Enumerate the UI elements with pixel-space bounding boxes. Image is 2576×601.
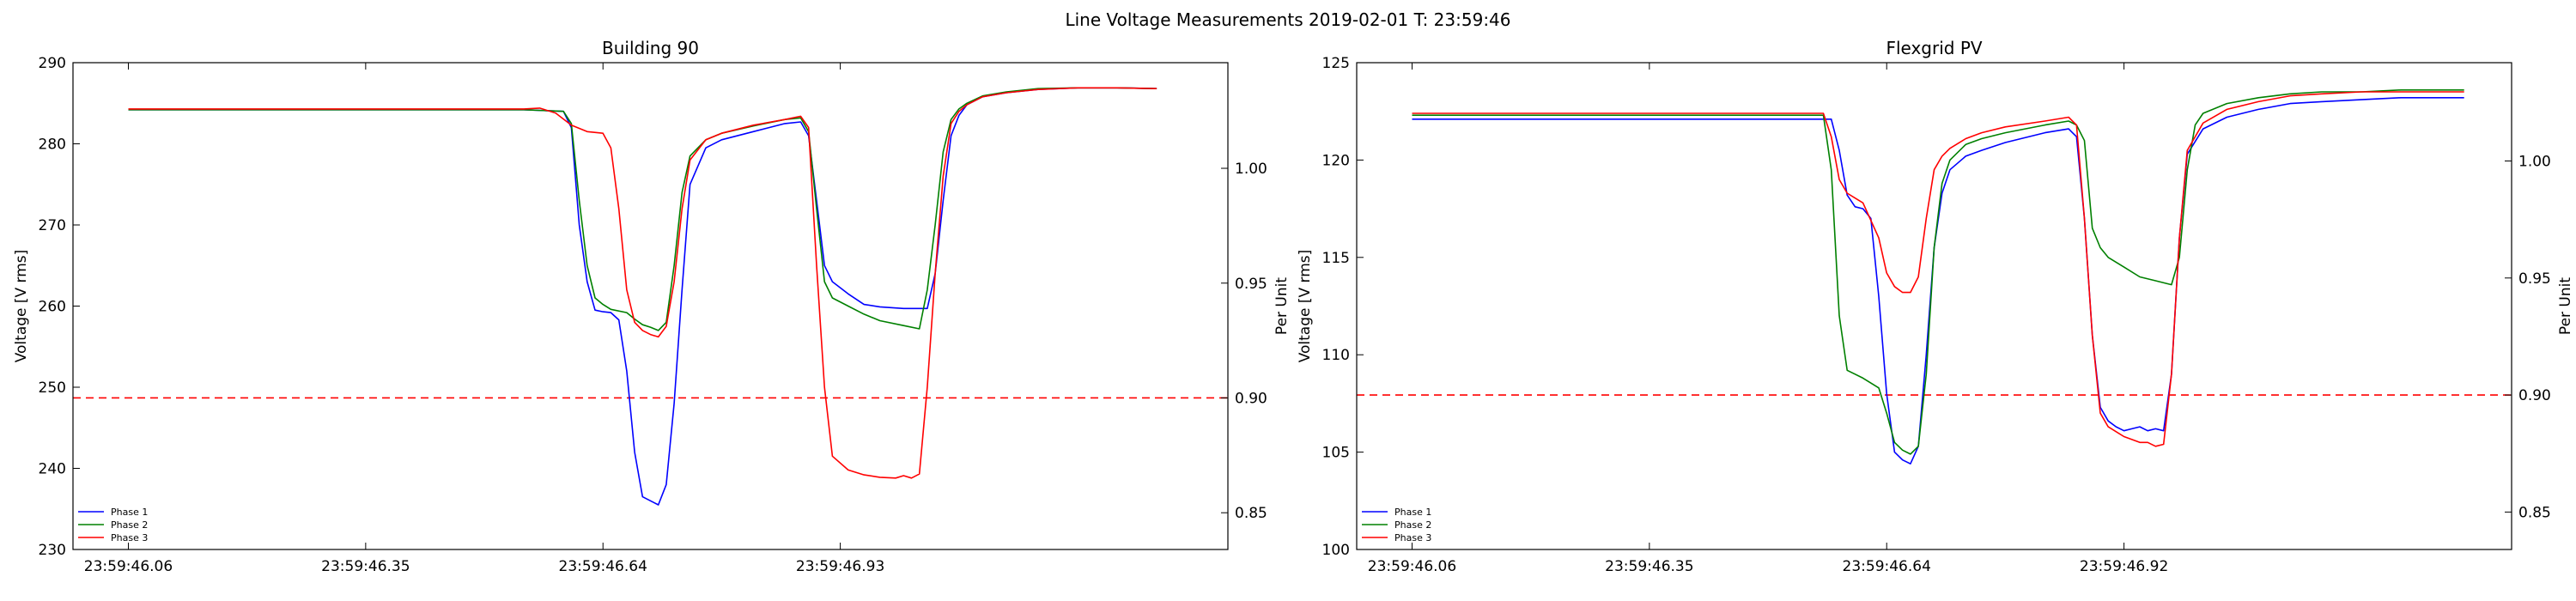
building-90-ytick-label: 230 — [39, 542, 66, 559]
flexgrid-pv-series-phase-3 — [1412, 91, 2464, 447]
building-90-ytick-label: 270 — [39, 217, 66, 234]
flexgrid-pv-panel: Flexgrid PV 100 105 110 115 120 125 0.85 0.90 0.9… — [1297, 38, 2574, 575]
flexgrid-pv-legend-label-phase-1: Phase 1 — [1394, 507, 1431, 518]
flexgrid-pv-xtick-label: 23:59:46.35 — [1605, 558, 1693, 575]
flexgrid-pv-legend-label-phase-3: Phase 3 — [1394, 532, 1431, 543]
building-90-series-phase-2 — [128, 87, 1157, 331]
flexgrid-pv-series-phase-2 — [1412, 89, 2464, 455]
flexgrid-pv-y2tick-label: 0.85 — [2518, 504, 2551, 521]
flexgrid-pv-y2tick-label: 0.90 — [2518, 387, 2551, 404]
building-90-xtick-label: 23:59:46.64 — [559, 558, 647, 575]
building-90-legend-label-phase-1: Phase 1 — [111, 507, 148, 518]
building-90-panel: Building 90 230 240 250 260 270 280 290 0.85 0.90… — [13, 38, 1291, 575]
flexgrid-pv-ytick-label: 100 — [1322, 542, 1350, 559]
building-90-y2tick-label: 0.85 — [1235, 505, 1267, 522]
building-90-ytick-label: 290 — [39, 55, 66, 72]
flexgrid-pv-plot-frame — [1356, 62, 2512, 550]
building-90-series-phase-1 — [128, 87, 1157, 506]
flexgrid-pv-ytick-label: 120 — [1322, 152, 1350, 169]
flexgrid-pv-xtick-label: 23:59:46.92 — [2080, 558, 2168, 575]
flexgrid-pv-y2label: Per Unit — [2557, 277, 2574, 335]
building-90-xtick-label: 23:59:46.06 — [84, 558, 173, 575]
flexgrid-pv-ytick-label: 105 — [1322, 445, 1350, 462]
flexgrid-pv-legend-label-phase-2: Phase 2 — [1394, 519, 1431, 531]
building-90-plot-frame — [72, 62, 1229, 550]
flexgrid-pv-ytick-label: 115 — [1322, 250, 1350, 267]
building-90-legend-label-phase-2: Phase 2 — [111, 519, 148, 531]
building-90-y2label: Per Unit — [1273, 277, 1291, 335]
flexgrid-pv-ytick-label: 125 — [1322, 55, 1350, 72]
building-90-title: Building 90 — [602, 38, 699, 58]
building-90-ylabel: Voltage [V rms] — [13, 250, 30, 363]
building-90-ytick-label: 280 — [39, 137, 66, 154]
building-90-y2tick-label: 0.95 — [1235, 276, 1267, 293]
flexgrid-pv-y2tick-label: 0.95 — [2518, 270, 2551, 288]
flexgrid-pv-xtick-label: 23:59:46.64 — [1843, 558, 1931, 575]
building-90-ytick-label: 260 — [39, 299, 66, 316]
flexgrid-pv-y2tick-label: 1.00 — [2518, 153, 2551, 170]
flexgrid-pv-ytick-label: 110 — [1322, 347, 1350, 364]
building-90-ytick-label: 250 — [39, 379, 66, 397]
building-90-ytick-label: 240 — [39, 461, 66, 478]
building-90-y2tick-label: 1.00 — [1235, 161, 1267, 178]
figure-title: Line Voltage Measurements 2019-02-01 T: … — [1065, 9, 1510, 30]
building-90-xtick-label: 23:59:46.93 — [796, 558, 884, 575]
building-90-legend-label-phase-3: Phase 3 — [111, 532, 148, 543]
building-90-series-phase-3 — [128, 87, 1157, 479]
building-90-xtick-label: 23:59:46.35 — [321, 558, 410, 575]
building-90-y2tick-label: 0.90 — [1235, 390, 1267, 407]
flexgrid-pv-xtick-label: 23:59:46.06 — [1368, 558, 1456, 575]
flexgrid-pv-title: Flexgrid PV — [1886, 38, 1982, 58]
flexgrid-pv-series-phase-1 — [1412, 97, 2464, 465]
flexgrid-pv-ylabel: Voltage [V rms] — [1297, 250, 1314, 363]
